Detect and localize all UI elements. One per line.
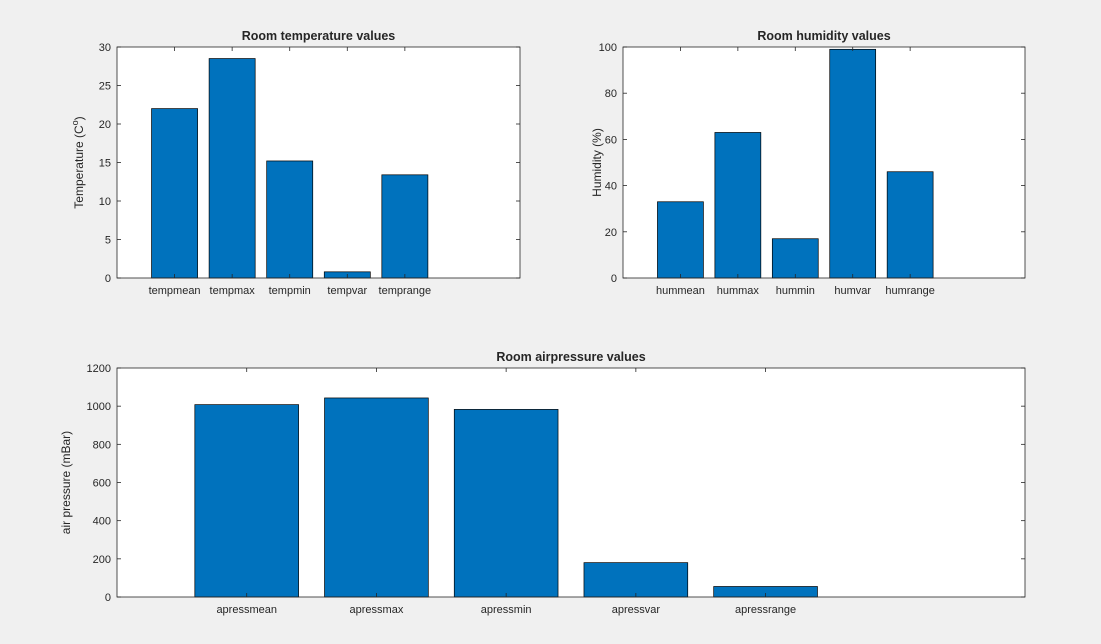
chart-3: 0 200 400 600 800 1000 1200 apressmean apressmax… [59, 350, 1026, 616]
y-tick-label: 60 [605, 134, 617, 146]
chart-title: Room airpressure values [496, 350, 645, 364]
bar-temprange [381, 174, 429, 279]
y-tick-label: 25 [99, 81, 111, 93]
y-tick-label: 0 [105, 273, 111, 285]
bar-apressvar [583, 562, 689, 598]
y-axis-label: Temperature (Co) [70, 116, 86, 208]
bar-hummax [714, 132, 762, 279]
y-tick-label: 20 [99, 119, 111, 131]
chart-title: Room humidity values [757, 29, 890, 43]
x-tick-label-apressmin: apressmin [481, 604, 532, 616]
y-tick-label: 80 [605, 88, 617, 100]
y-tick-label: 0 [611, 273, 617, 285]
chart-title: Room temperature values [242, 29, 396, 43]
y-tick-label: 400 [93, 516, 111, 528]
y-tick-label: 100 [599, 42, 617, 54]
x-tick-label-apressmean: apressmean [216, 604, 277, 616]
y-tick-label: 1000 [87, 401, 111, 413]
x-tick-label-tempmean: tempmean [149, 285, 201, 297]
y-tick-label: 30 [99, 42, 111, 54]
x-tick-label-apressrange: apressrange [735, 604, 796, 616]
bar-humvar [829, 48, 877, 279]
bar-humrange [886, 171, 934, 279]
x-tick-label-humrange: humrange [885, 285, 935, 297]
x-tick-label-tempmax: tempmax [210, 285, 256, 297]
chart-2: 0 20 40 60 80 100 hummean hummax hummin humvar hum… [590, 29, 1026, 297]
x-tick-label-tempmin: tempmin [269, 285, 311, 297]
y-tick-label: 15 [99, 158, 111, 170]
x-tick-label-apressvar: apressvar [612, 604, 661, 616]
bar-hummin [771, 238, 819, 279]
x-tick-label-temprange: temprange [379, 285, 432, 297]
y-tick-label: 800 [93, 439, 111, 451]
y-tick-label: 0 [105, 592, 111, 604]
bar-tempmean [151, 108, 198, 279]
y-tick-label: 5 [105, 235, 111, 247]
y-tick-label: 1200 [87, 363, 111, 375]
bar-apressmax [324, 397, 429, 598]
x-tick-label-hummean: hummean [656, 285, 705, 297]
y-axis-label: Humidity (%) [590, 128, 604, 197]
x-tick-label-hummax: hummax [717, 285, 760, 297]
y-tick-label: 600 [93, 478, 111, 490]
bar-hummean [657, 201, 704, 279]
axes-box [622, 46, 1026, 279]
chart-1: 0 5 10 15 20 25 30 tempmean tempmax tempmin tempva… [70, 29, 521, 297]
bar-tempmin [266, 160, 314, 279]
x-tick-label-tempvar: tempvar [327, 285, 367, 297]
y-tick-label: 10 [99, 196, 111, 208]
x-tick-label-hummin: hummin [776, 285, 815, 297]
y-axis-label: air pressure (mBar) [59, 431, 73, 534]
bar-apressmin [453, 409, 559, 598]
y-tick-label: 20 [605, 227, 617, 239]
y-tick-label: 40 [605, 181, 617, 193]
bar-apressmean [194, 404, 299, 598]
x-tick-label-humvar: humvar [834, 285, 871, 297]
y-tick-label: 200 [93, 554, 111, 566]
x-tick-label-apressmax: apressmax [350, 604, 404, 616]
bar-tempmax [208, 58, 256, 279]
